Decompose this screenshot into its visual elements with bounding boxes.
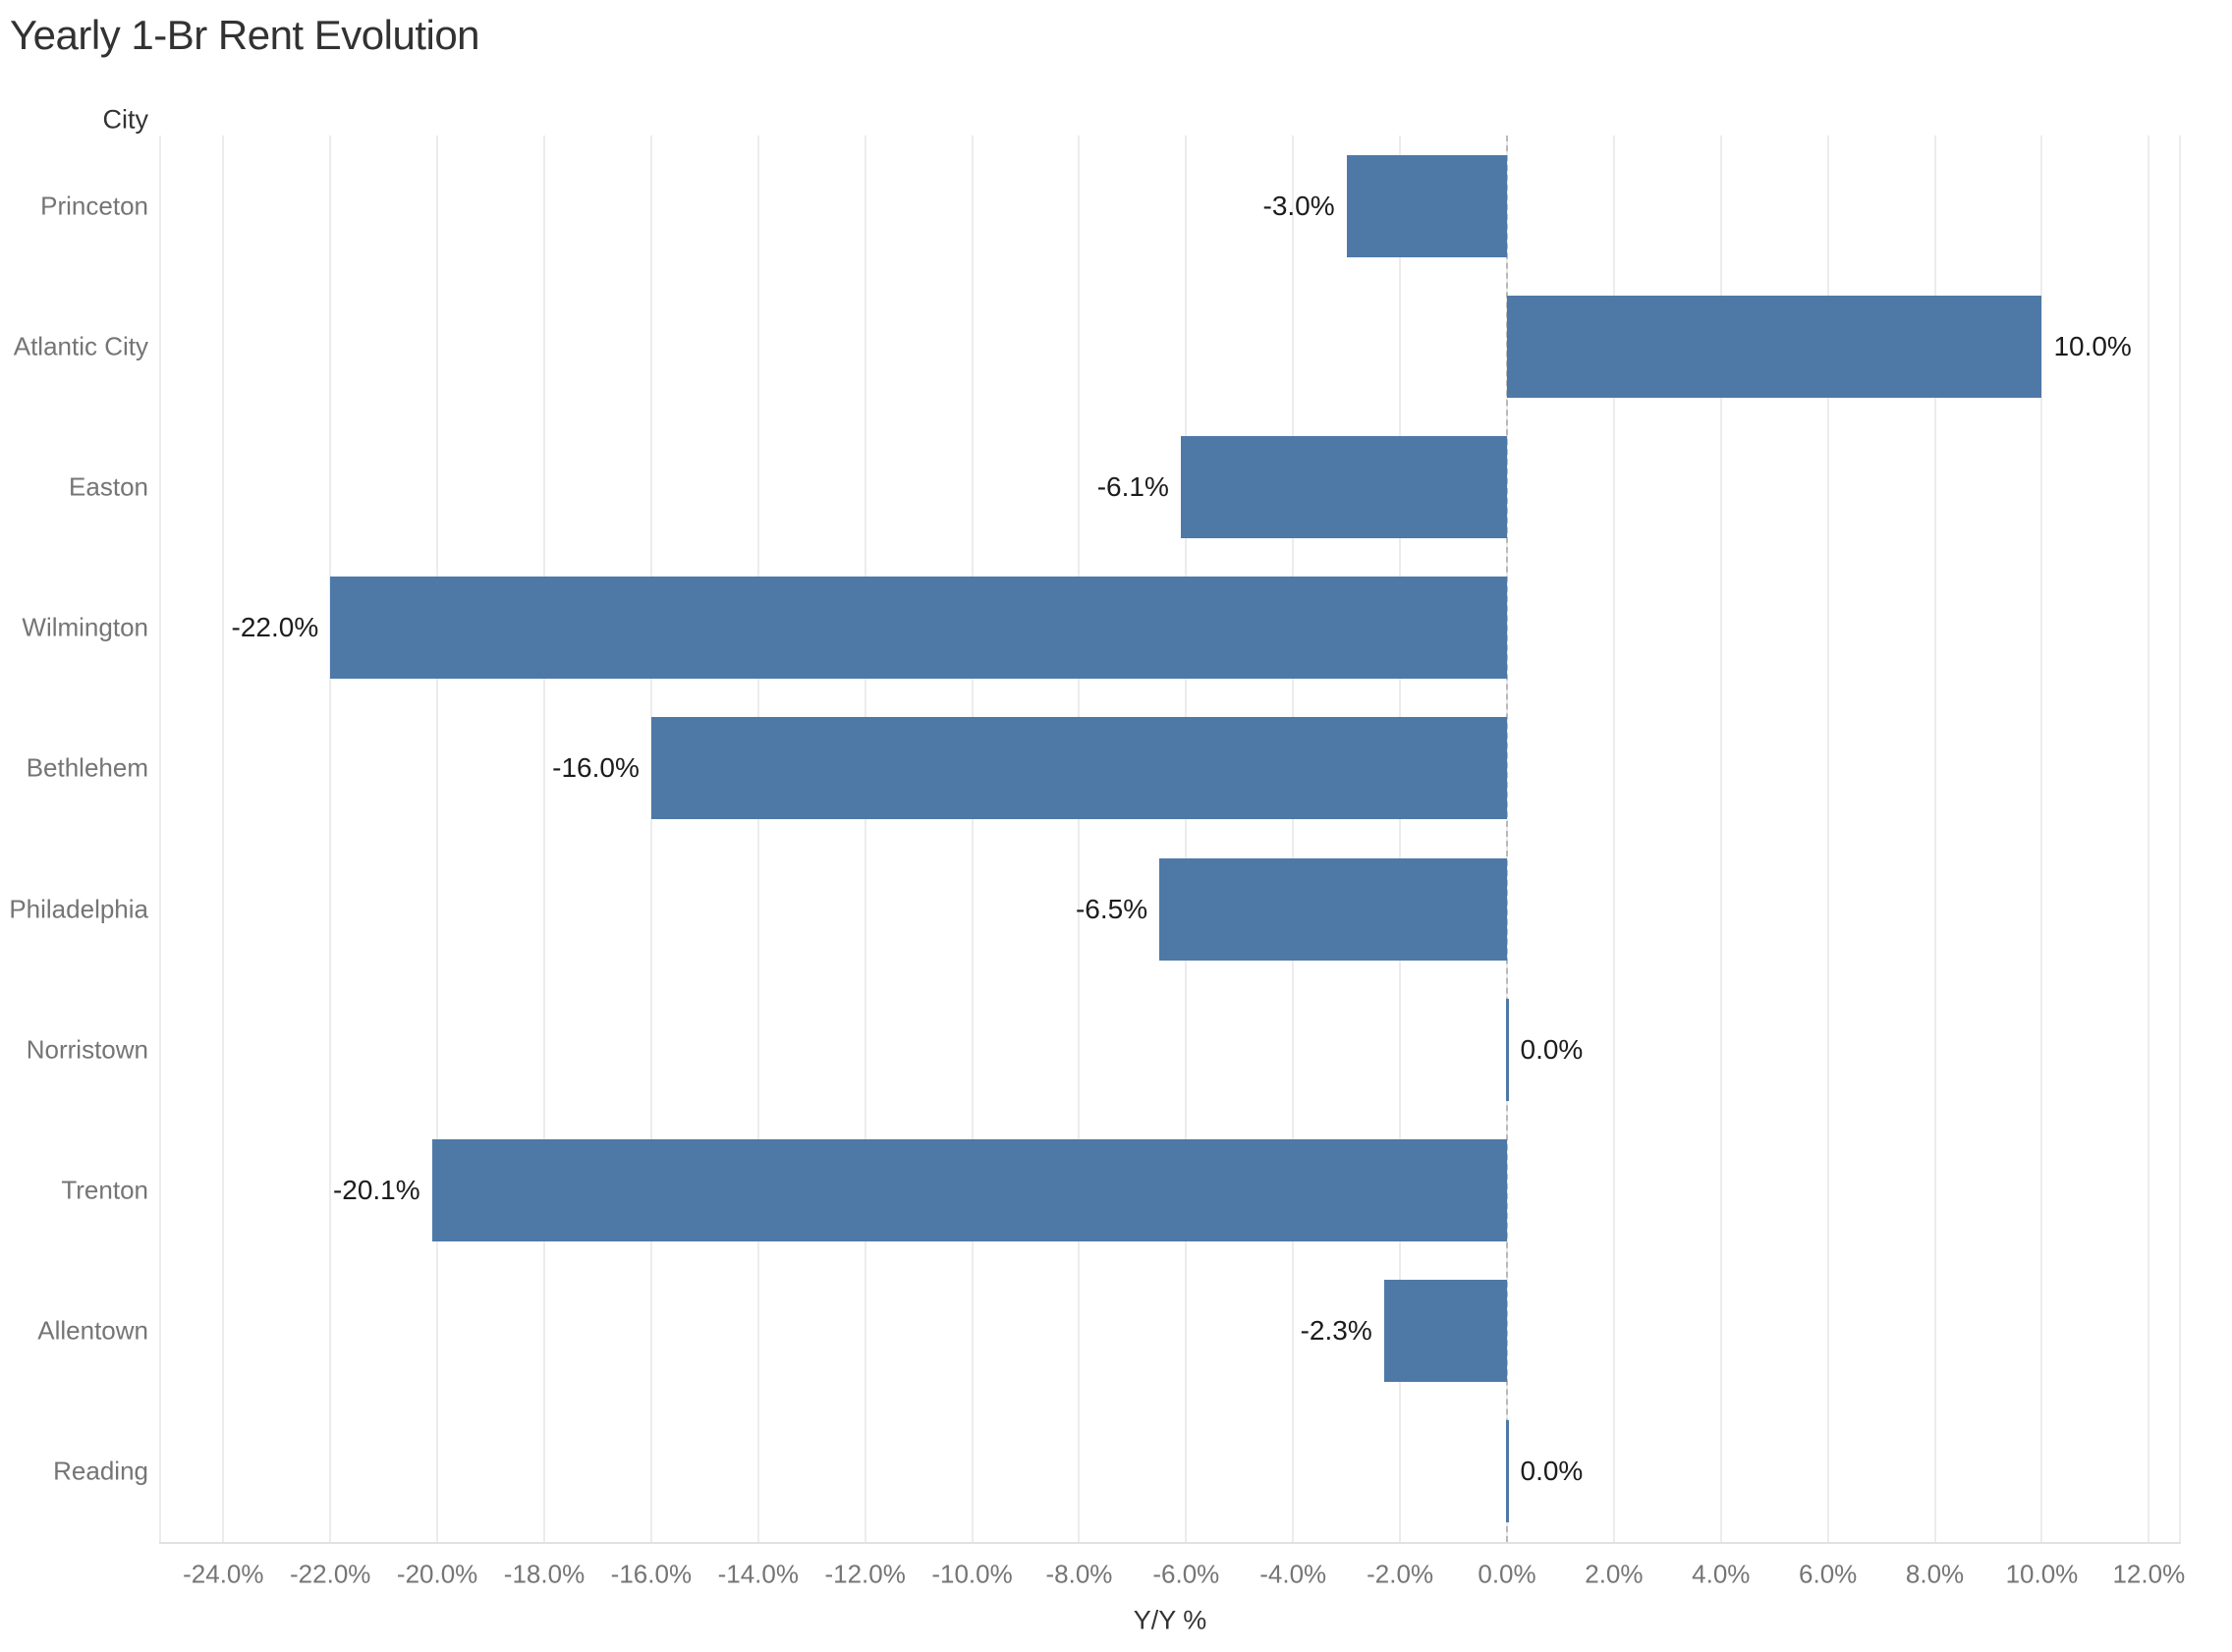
x-tick-label: -14.0% [717, 1559, 799, 1589]
bar[interactable] [1505, 1420, 1509, 1523]
x-tick-label: 10.0% [2005, 1559, 2079, 1589]
y-axis-label: Allentown [37, 1315, 148, 1346]
bar[interactable] [1346, 154, 1507, 257]
y-axis-label: Reading [53, 1456, 148, 1486]
gridline [756, 136, 759, 1542]
x-tick-label: -4.0% [1259, 1559, 1327, 1589]
gridline [436, 136, 439, 1542]
bar-value-label: -3.0% [1262, 190, 1335, 221]
y-axis-label: Atlantic City [13, 331, 148, 361]
bar[interactable] [330, 577, 1507, 680]
y-axis-label: Trenton [61, 1175, 148, 1205]
column-header-city: City [102, 104, 149, 135]
gridline [1185, 136, 1188, 1542]
gridline [1292, 136, 1295, 1542]
bar-value-label: -16.0% [552, 752, 640, 784]
bar-value-label: -22.0% [231, 612, 319, 643]
x-tick-label: -20.0% [396, 1559, 478, 1589]
x-tick-label: -2.0% [1367, 1559, 1434, 1589]
x-tick-label: -18.0% [503, 1559, 586, 1589]
x-tick-label: 12.0% [2112, 1559, 2186, 1589]
x-tick-label: -22.0% [290, 1559, 371, 1589]
y-axis-label: Norristown [26, 1034, 148, 1065]
plot-border-left [159, 136, 161, 1542]
gridline [222, 136, 225, 1542]
bar-value-label: -6.5% [1075, 893, 1148, 924]
x-axis-line [159, 1542, 2181, 1544]
gridline [1826, 136, 1829, 1542]
bar[interactable] [1507, 295, 2042, 398]
gridline [649, 136, 652, 1542]
y-axis-label: Bethlehem [26, 752, 148, 783]
x-tick-label: 4.0% [1692, 1559, 1751, 1589]
gridline [329, 136, 332, 1542]
y-axis-label: Princeton [40, 191, 148, 221]
x-axis-title: Y/Y % [1133, 1605, 1207, 1635]
gridline [864, 136, 866, 1542]
y-axis-label: Wilmington [22, 612, 148, 642]
x-tick-label: 0.0% [1478, 1559, 1536, 1589]
x-tick-label: -8.0% [1045, 1559, 1113, 1589]
x-tick-label: -16.0% [610, 1559, 693, 1589]
zero-reference-line [1506, 136, 1508, 1542]
gridline [971, 136, 974, 1542]
bar[interactable] [1383, 1280, 1507, 1383]
gridline [2148, 136, 2150, 1542]
x-tick-label: -10.0% [931, 1559, 1013, 1589]
bar-value-label: -2.3% [1300, 1315, 1372, 1347]
y-axis-label: Easton [69, 471, 148, 502]
y-axis-label: Philadelphia [9, 894, 148, 924]
gridline [1612, 136, 1615, 1542]
gridline [1719, 136, 1722, 1542]
bar-value-label: -6.1% [1096, 471, 1169, 502]
x-tick-label: -24.0% [183, 1559, 264, 1589]
bar[interactable] [1180, 436, 1507, 538]
bar[interactable] [650, 717, 1507, 820]
x-tick-label: 6.0% [1799, 1559, 1858, 1589]
gridline [543, 136, 545, 1542]
x-tick-label: -6.0% [1152, 1559, 1220, 1589]
gridline [1933, 136, 1936, 1542]
gridline [2040, 136, 2043, 1542]
plot-border-right [2179, 136, 2181, 1542]
bar-value-label: 10.0% [2053, 330, 2132, 361]
gridline [1078, 136, 1081, 1542]
bar-value-label: -20.1% [332, 1175, 420, 1205]
bar-value-label: 0.0% [1520, 1033, 1584, 1065]
bar[interactable] [1159, 857, 1507, 961]
chart-title: Yearly 1-Br Rent Evolution [10, 12, 480, 58]
bar[interactable] [1505, 998, 1509, 1101]
x-tick-label: 8.0% [1905, 1559, 1965, 1589]
gridline [1399, 136, 1402, 1542]
bar[interactable] [431, 1139, 1507, 1241]
x-tick-label: -12.0% [824, 1559, 906, 1589]
bar-value-label: 0.0% [1520, 1456, 1584, 1487]
x-tick-label: 2.0% [1585, 1559, 1644, 1589]
